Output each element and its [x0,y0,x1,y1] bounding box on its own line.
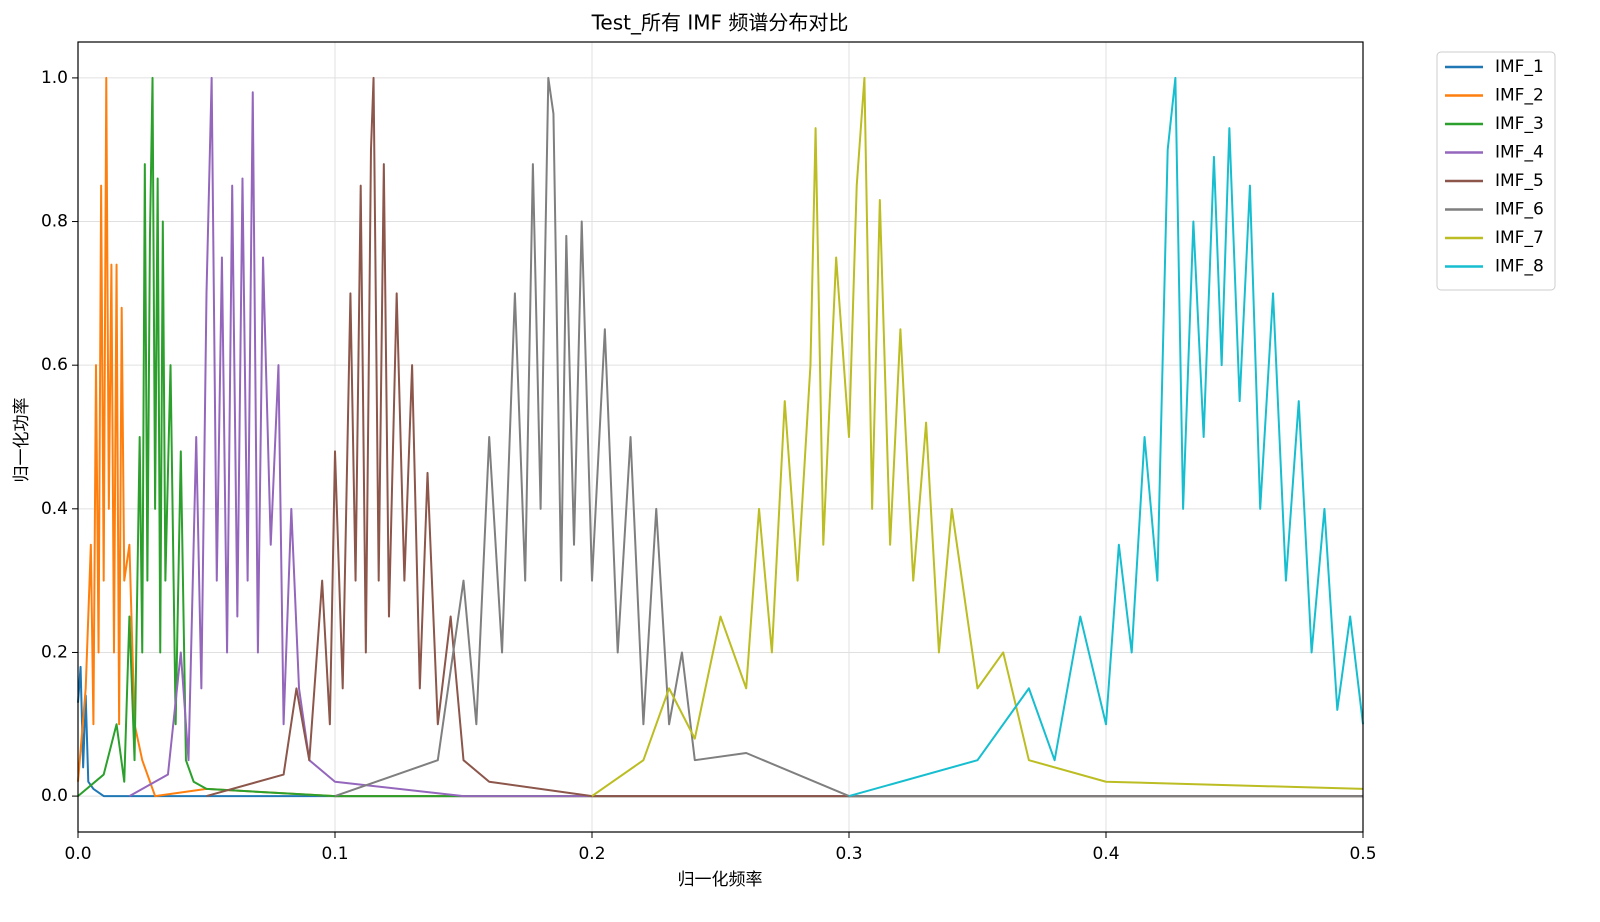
x-tick-label: 0.3 [835,844,862,864]
axes-layer: 0.0 0.1 0.2 0.3 0.4 0.5 0.0 0.2 0.4 0.6 0.8 1.0 [41,41,1377,864]
y-axis-label: 归一化功率 [12,398,32,483]
series-line [334,76,1363,798]
legend: IMF_1 IMF_2 IMF_3 IMF_4 IMF_5 IMF_6 IMF_7 IMF_8 [1436,51,1556,291]
plot-area [77,76,1364,798]
series-line [77,665,1363,798]
x-tick-label: 0.2 [578,844,605,864]
legend-frame [1436,51,1556,291]
y-tick-label: 1.0 [41,68,68,88]
x-tick-label: 0.1 [321,844,348,864]
legend-label: IMF_6 [1495,200,1544,220]
series-line [848,76,1364,798]
series-line [128,76,1363,798]
grid-layer [77,42,1364,832]
y-tick-label: 0.8 [41,212,68,232]
legend-label: IMF_4 [1495,143,1544,163]
y-tick-label: 0.6 [41,355,68,375]
legend-label: IMF_2 [1495,86,1544,106]
series-line [77,76,1363,798]
legend-label: IMF_3 [1495,114,1544,134]
plot-frame [77,41,1364,833]
x-tick-label: 0.5 [1349,844,1376,864]
y-tick-label: 0.0 [41,786,68,806]
y-tick-label: 0.4 [41,499,68,519]
legend-label: IMF_5 [1495,171,1544,191]
series-line [591,76,1364,797]
series-line [77,76,1363,798]
legend-label: IMF_8 [1495,257,1544,277]
chart-title: Test_所有 IMF 频谱分布对比 [591,11,849,35]
x-tick-label: 0.4 [1092,844,1119,864]
legend-label: IMF_1 [1495,57,1544,77]
series-line [206,76,1363,798]
legend-label: IMF_7 [1495,228,1544,248]
x-tick-label: 0.0 [64,844,91,864]
y-tick-label: 0.2 [41,642,68,662]
x-axis-label: 归一化频率 [678,870,763,890]
